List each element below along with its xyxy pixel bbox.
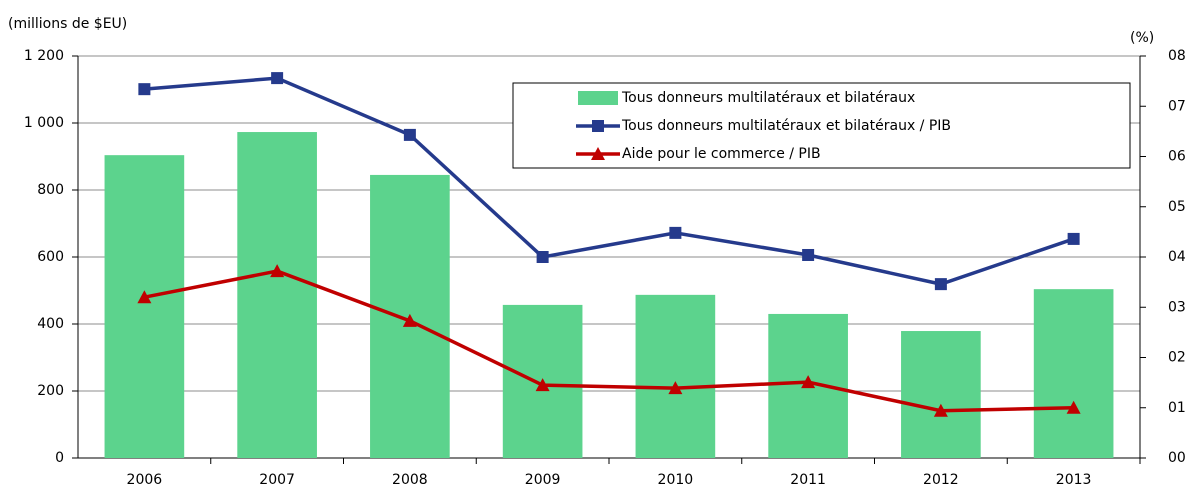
y-tick-label: 800 [37, 182, 64, 198]
y-tick-label: 600 [37, 249, 64, 265]
line-marker [137, 290, 152, 304]
y2-axis-label: (%) [1130, 30, 1154, 46]
y-tick-label: 400 [37, 316, 64, 332]
y-axis-label: (millions de $EU) [8, 16, 127, 32]
y2-tick-label: 04 [1168, 249, 1186, 265]
bar [237, 132, 317, 459]
line-marker [668, 381, 683, 395]
line-marker [801, 375, 816, 389]
y2-tick-label: 07 [1168, 98, 1186, 114]
y2-tick-label: 03 [1168, 299, 1186, 315]
y2-tick-label: 05 [1168, 199, 1186, 215]
line-marker [933, 403, 948, 417]
legend-label: Tous donneurs multilatéraux et bilatérau… [621, 90, 915, 106]
line-marker [1066, 400, 1081, 414]
line-marker [270, 264, 285, 278]
x-tick-label: 2012 [923, 472, 959, 488]
line-marker [802, 248, 815, 261]
y-tick-label: 0 [55, 450, 64, 466]
line-marker [271, 72, 284, 85]
line-marker [669, 226, 682, 239]
legend-label: Aide pour le commerce / PIB [622, 146, 821, 162]
line-marker [1067, 232, 1080, 245]
legend-marker [591, 147, 605, 160]
legend-label: Tous donneurs multilatéraux et bilatérau… [621, 118, 951, 134]
bar [104, 155, 185, 458]
y2-tick-label: 00 [1168, 450, 1186, 466]
legend-swatch [578, 91, 618, 105]
y-tick-label: 1 000 [24, 115, 64, 131]
x-tick-label: 2011 [790, 472, 826, 488]
y-tick-label: 1 200 [24, 48, 64, 64]
x-tick-label: 2009 [525, 472, 561, 488]
line-marker [536, 251, 549, 263]
x-tick-label: 2008 [392, 472, 428, 488]
x-tick-label: 2013 [1056, 472, 1092, 488]
x-tick-label: 2007 [259, 472, 295, 488]
bar [635, 294, 716, 458]
x-tick-label: 2006 [127, 472, 163, 488]
line-marker [403, 128, 416, 141]
line [144, 76, 1075, 286]
legend-marker [592, 120, 604, 132]
bar [901, 331, 981, 458]
y-tick-label: 200 [37, 383, 64, 399]
line-marker [138, 83, 151, 96]
y2-tick-label: 08 [1168, 48, 1186, 64]
y2-tick-label: 01 [1168, 400, 1186, 416]
x-tick-label: 2010 [658, 472, 694, 488]
line [144, 269, 1074, 413]
y2-tick-label: 02 [1168, 350, 1186, 366]
line-marker [535, 378, 550, 392]
y2-tick-label: 06 [1168, 149, 1186, 165]
line-marker [402, 313, 417, 327]
bar [1033, 289, 1114, 458]
line-marker [934, 278, 947, 291]
